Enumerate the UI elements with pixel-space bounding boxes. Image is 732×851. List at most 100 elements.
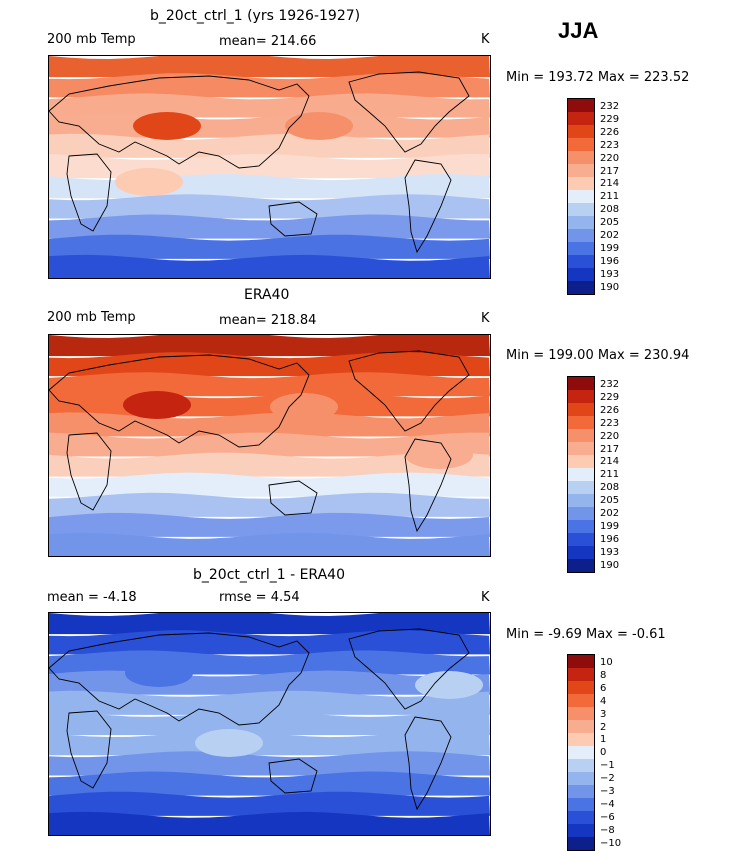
colorbar-level-label: 202 xyxy=(600,508,620,520)
coastline xyxy=(268,758,318,794)
contour-band xyxy=(49,532,490,556)
colorbar-level-label: 229 xyxy=(600,113,620,125)
panel-2-colorbar-labels: 232 229 226 223 220 217 214 211 208 205 202 199 196 1… xyxy=(600,379,619,573)
coastline xyxy=(404,159,452,254)
colorbar-level-label: 220 xyxy=(600,152,620,164)
colorbar-swatch xyxy=(568,99,594,112)
colorbar-level-label: 220 xyxy=(600,430,620,442)
contour-band xyxy=(49,630,490,655)
colorbar-level-label: 208 xyxy=(600,204,620,216)
colorbar-swatch xyxy=(568,416,594,429)
colorbar-swatch xyxy=(568,746,594,759)
colorbar-swatch xyxy=(568,655,594,668)
panel-3-title: b_20ct_ctrl_1 - ERA40 xyxy=(193,567,345,583)
contour-band xyxy=(49,771,490,796)
colorbar-level-label: 217 xyxy=(600,443,620,455)
coastline xyxy=(348,350,470,432)
colorbar-level-label: 202 xyxy=(600,230,620,242)
colorbar-swatch xyxy=(568,733,594,746)
colorbar-level-label: 205 xyxy=(600,495,620,507)
panel-2-colorbar xyxy=(567,376,595,573)
colorbar-swatch xyxy=(568,559,594,572)
colorbar-level-label: −8 xyxy=(600,824,615,836)
panel-2-units: K xyxy=(481,311,490,326)
panel-1-minmax: Min = 193.72 Max = 223.52 xyxy=(506,70,690,85)
colorbar-swatch xyxy=(568,494,594,507)
contour-blob xyxy=(125,659,193,687)
colorbar-swatch xyxy=(568,390,594,403)
contour-band xyxy=(49,352,490,377)
colorbar-swatch xyxy=(568,455,594,468)
colorbar-level-label: 211 xyxy=(600,191,620,203)
colorbar-level-label: 232 xyxy=(600,101,620,112)
contour-band xyxy=(49,690,490,715)
contour-band xyxy=(49,492,490,517)
contour-blob xyxy=(195,729,263,757)
colorbar-level-label: −4 xyxy=(600,798,615,810)
colorbar-swatch xyxy=(568,281,594,294)
colorbar-level-label: 199 xyxy=(600,242,620,254)
coastline xyxy=(49,354,310,448)
colorbar-swatch xyxy=(568,681,594,694)
colorbar-swatch xyxy=(568,785,594,798)
contour-band xyxy=(49,711,490,736)
colorbar-level-label: 196 xyxy=(600,255,620,267)
coastline xyxy=(268,480,318,516)
colorbar-level-label: 226 xyxy=(600,126,620,138)
colorbar-swatch xyxy=(568,242,594,255)
contour-blob xyxy=(415,671,483,699)
contour-band xyxy=(49,731,490,756)
colorbar-level-label: 226 xyxy=(600,404,620,416)
contour-blob xyxy=(123,391,191,419)
colorbar-level-label: 190 xyxy=(600,281,620,293)
colorbar-swatch xyxy=(568,403,594,416)
panel-2-map xyxy=(48,334,491,557)
panel-3-rmse: rmse = 4.54 xyxy=(219,590,300,605)
colorbar-level-label: 3 xyxy=(600,708,607,720)
colorbar-swatch xyxy=(568,481,594,494)
colorbar-swatch xyxy=(568,772,594,785)
panel-1-units: K xyxy=(481,32,490,47)
colorbar-swatch xyxy=(568,533,594,546)
colorbar-level-label: 1 xyxy=(600,734,607,746)
colorbar-level-label: 223 xyxy=(600,139,620,151)
colorbar-level-label: 217 xyxy=(600,165,620,177)
colorbar-level-label: 6 xyxy=(600,682,607,694)
colorbar-swatch xyxy=(568,177,594,190)
panel-2-contour-field xyxy=(49,335,490,556)
colorbar-swatch xyxy=(568,824,594,837)
panel-1-mean: mean= 214.66 xyxy=(219,34,317,49)
colorbar-level-label: 196 xyxy=(600,533,620,545)
panel-3-colorbar xyxy=(567,654,595,851)
coastline xyxy=(404,438,452,533)
colorbar-swatch xyxy=(568,507,594,520)
colorbar-level-label: −10 xyxy=(600,837,622,849)
coastline xyxy=(404,716,452,811)
panel-1-colorbar xyxy=(567,98,595,295)
colorbar-swatch xyxy=(568,546,594,559)
colorbar-swatch xyxy=(568,229,594,242)
colorbar-swatch xyxy=(568,468,594,481)
colorbar-swatch xyxy=(568,125,594,138)
colorbar-swatch xyxy=(568,429,594,442)
colorbar-swatch xyxy=(568,255,594,268)
colorbar-level-label: 190 xyxy=(600,559,620,571)
contour-band xyxy=(49,335,490,357)
contour-band xyxy=(49,133,490,158)
coastline xyxy=(49,632,310,726)
colorbar-level-label: 199 xyxy=(600,520,620,532)
colorbar-swatch xyxy=(568,164,594,177)
colorbar-swatch xyxy=(568,520,594,533)
contour-band xyxy=(49,234,490,259)
colorbar-level-label: 208 xyxy=(600,482,620,494)
contour-blob xyxy=(405,441,473,469)
colorbar-swatch xyxy=(568,112,594,125)
contour-blob xyxy=(285,112,353,140)
colorbar-level-label: 0 xyxy=(600,747,607,759)
colorbar-level-label: 2 xyxy=(600,721,607,733)
colorbar-swatch xyxy=(568,720,594,733)
coastline xyxy=(66,153,112,232)
panel-2-minmax: Min = 199.00 Max = 230.94 xyxy=(506,348,690,363)
colorbar-swatch xyxy=(568,694,594,707)
colorbar-level-label: 193 xyxy=(600,546,620,558)
